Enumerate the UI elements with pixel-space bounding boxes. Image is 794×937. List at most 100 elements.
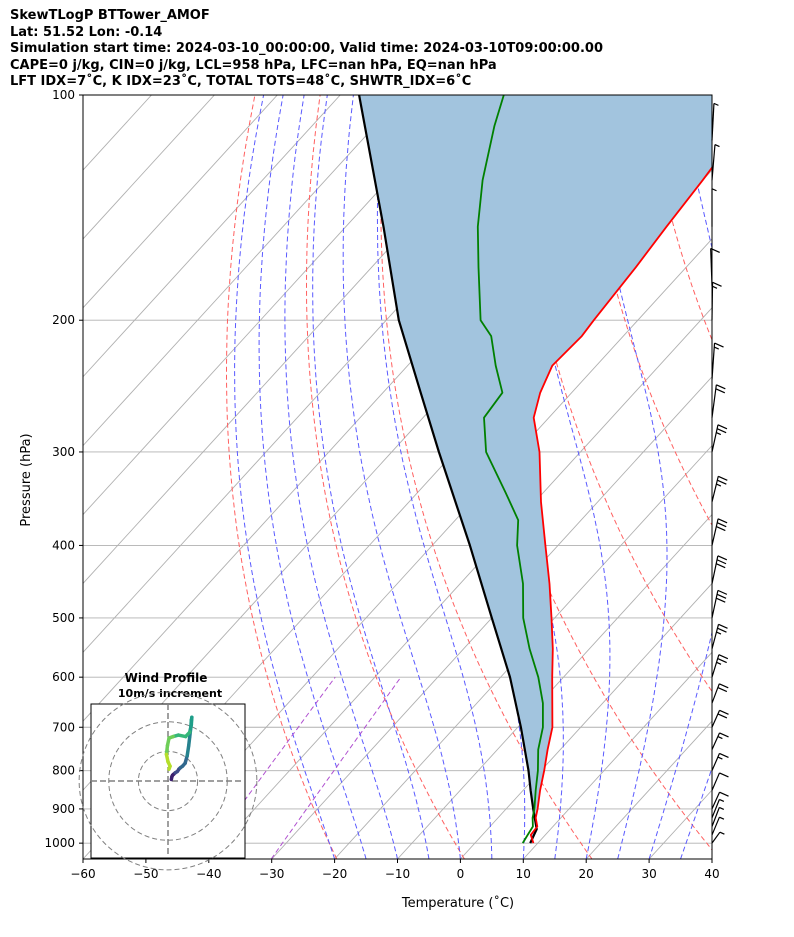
- wind-barb: [711, 424, 728, 453]
- wind-barb: [711, 623, 728, 650]
- wind-barb-flag: [719, 709, 729, 715]
- x-tick-label: 0: [457, 867, 465, 881]
- wind-barb-flag: [719, 683, 729, 689]
- wind-barb-flag: [714, 342, 724, 348]
- chart-title-block: SkewTLogP BTTower_AMOF Lat: 51.52 Lon: -…: [10, 8, 603, 91]
- wind-barb-staff: [711, 144, 716, 181]
- y-tick-label: 200: [52, 313, 75, 327]
- wind-barb-staff: [710, 248, 713, 287]
- wind-barb-staff: [711, 831, 721, 844]
- temperature-line: [529, 166, 712, 844]
- dry-adiabat: [449, 95, 712, 851]
- dry-adiabat: [306, 95, 465, 859]
- hodograph-subtitle: 10m/s increment: [118, 687, 222, 700]
- wind-barb-staff: [711, 424, 719, 453]
- wind-barb-flag: [719, 806, 725, 811]
- isotherm: [585, 720, 712, 859]
- x-tick-label: 10: [516, 867, 531, 881]
- wind-barb: [710, 247, 720, 287]
- x-tick-label: −60: [70, 867, 95, 881]
- isotherm: [83, 95, 467, 516]
- wind-barb: [711, 342, 724, 380]
- isotherm: [83, 95, 341, 378]
- x-tick-label: −40: [196, 867, 221, 881]
- wind-barb: [711, 772, 729, 791]
- wind-barb-staff: [711, 753, 721, 771]
- wind-barb-flag: [716, 593, 727, 599]
- x-tick-label: −30: [259, 867, 284, 881]
- title-line-times: Simulation start time: 2024-03-10_00:00:…: [10, 41, 603, 56]
- dry-adiabat: [710, 95, 712, 101]
- x-tick-label: 20: [579, 867, 594, 881]
- wind-barb-flag: [714, 346, 719, 350]
- y-tick-label: 400: [52, 538, 75, 552]
- wind-barb-flag: [716, 432, 722, 436]
- wind-barb-staff: [711, 807, 720, 827]
- moist-adiabat: [258, 95, 367, 859]
- y-tick-label: 500: [52, 611, 75, 625]
- wind-barb: [711, 475, 728, 503]
- moist-adiabat: [680, 766, 712, 859]
- moist-adiabat: [744, 95, 794, 859]
- y-tick-label: 100: [52, 88, 75, 102]
- wind-barb-flag: [717, 756, 723, 760]
- y-tick-label: 800: [52, 764, 75, 778]
- x-tick-label: −10: [385, 867, 410, 881]
- wind-barb: [711, 816, 725, 836]
- wind-barb-staff: [711, 103, 715, 141]
- wind-barb-staff: [711, 732, 721, 750]
- wind-barb-staff: [711, 476, 719, 503]
- wind-barb-flag: [712, 281, 722, 287]
- wind-barb: [711, 384, 726, 418]
- wind-barb-flag: [719, 732, 729, 738]
- x-tick-label: 30: [641, 867, 656, 881]
- wind-barb: [711, 732, 729, 750]
- moist-adiabat: [312, 95, 430, 859]
- y-tick-label: 700: [52, 720, 75, 734]
- moist-adiabat: [711, 857, 712, 859]
- wind-barb: [711, 281, 722, 321]
- isotherm: [271, 376, 712, 859]
- wind-barb-flag: [716, 526, 726, 532]
- dewpoint-line: [476, 95, 544, 844]
- wind-barb-flag: [718, 654, 729, 660]
- isotherm: [460, 582, 712, 859]
- axes: Temperature (˚C) Pressure (hPa) 10020030…: [19, 88, 720, 911]
- hodograph-title: Wind Profile: [125, 671, 208, 685]
- wind-barb-flag: [716, 631, 722, 635]
- isotherm: [83, 95, 215, 240]
- wind-barb-staff: [711, 799, 720, 819]
- parcel-trace-line: [358, 95, 538, 844]
- reference-curves: [201, 95, 794, 859]
- wind-barb-flag: [710, 247, 720, 253]
- title-line-indices: LFT IDX=7˚C, K IDX=23˚C, TOTAL TOTS=48˚C…: [10, 74, 472, 89]
- x-tick-label: −20: [322, 867, 347, 881]
- wind-barb: [711, 102, 719, 141]
- isotherm: [83, 95, 278, 309]
- wind-barb-flag: [713, 102, 719, 106]
- wind-barb-flag: [717, 589, 728, 595]
- wind-barb-flag: [717, 424, 728, 430]
- wind-barb-flag: [716, 559, 727, 565]
- wind-barb-flag: [716, 522, 727, 528]
- wind-barb-flag: [717, 687, 728, 693]
- wind-barbs: [710, 102, 729, 844]
- title-line-cape: CAPE=0 j/kg, CIN=0 j/kg, LCL=958 hPa, LF…: [10, 57, 497, 73]
- wind-barb: [711, 806, 725, 827]
- wind-barb-staff: [711, 590, 719, 619]
- wind-barb-flag: [711, 188, 717, 192]
- moist-adiabat: [587, 95, 668, 859]
- isotherm: [208, 307, 712, 859]
- wind-barb-flag: [719, 798, 725, 803]
- wind-barb-staff: [711, 772, 721, 791]
- wind-barb-staff: [711, 384, 717, 418]
- wind-barb-flag: [717, 657, 727, 664]
- wind-barb: [711, 709, 729, 728]
- y-tick-label: 300: [52, 445, 75, 459]
- wind-barb-flag: [719, 831, 725, 835]
- hodograph-ring: [78, 691, 258, 871]
- wind-barb-flag: [718, 475, 728, 481]
- wind-barb-staff: [711, 816, 720, 836]
- mixing-ratio-line: [201, 676, 336, 859]
